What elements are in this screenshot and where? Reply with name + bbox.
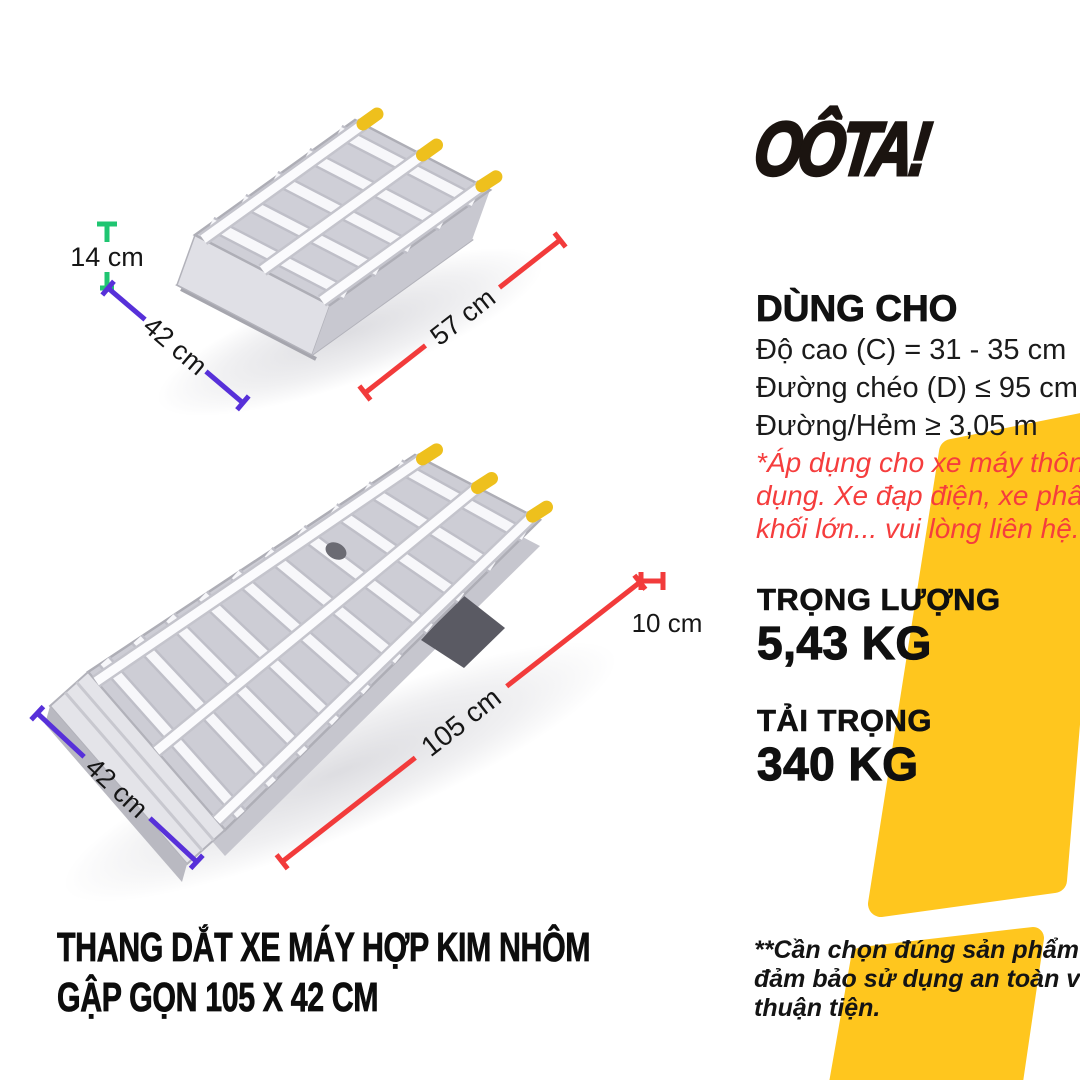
weight-value: 5,43 KG — [756, 616, 932, 669]
usage-heading: DÙNG CHO — [756, 288, 958, 330]
dim-height-folded: 14 cm — [70, 221, 144, 291]
footnote: **Cần chọn đúng sản phẩm để đảm bảo sử d… — [754, 936, 1080, 1023]
footnote-line: **Cần chọn đúng sản phẩm để — [754, 936, 1080, 964]
usage-note: *Áp dụng cho xe máy thông dụng. Xe đạp đ… — [756, 446, 1080, 545]
usage-spec-diagonal: Đường chéo (D) ≤ 95 cm — [756, 372, 1078, 404]
usage-spec-road: Đường/Hẻm ≥ 3,05 m — [756, 410, 1038, 442]
yellow-accent-shapes — [829, 413, 1080, 1080]
brand-logo: OÔTA! — [748, 106, 933, 194]
load-capacity-value: 340 KG — [756, 737, 919, 790]
extended-ramp-illustration — [45, 443, 618, 903]
usage-note-line: khối lớn... vui lòng liên hệ. — [756, 513, 1080, 544]
hinge-plate — [421, 595, 505, 668]
dim-height-folded-label: 14 cm — [70, 242, 144, 272]
product-title: THANG DẮT XE MÁY HỢP KIM NHÔM GẬP GỌN 10… — [57, 922, 591, 1022]
footnote-line: đảm bảo sử dụng an toàn và — [754, 965, 1080, 993]
load-capacity-label: TẢI TRỌNG — [757, 703, 932, 739]
yellow-accent-shape-top — [868, 413, 1080, 917]
dim-edge-extended-label: 10 cm — [632, 608, 703, 638]
usage-specs: Độ cao (C) = 31 - 35 cm Đường chéo (D) ≤… — [756, 331, 1078, 445]
product-title-line: THANG DẮT XE MÁY HỢP KIM NHÔM — [57, 924, 591, 971]
weight-label: TRỌNG LƯỢNG — [757, 582, 1001, 618]
folded-ramp-yellow-tips — [356, 107, 503, 193]
usage-spec-height: Độ cao (C) = 31 - 35 cm — [756, 334, 1067, 366]
folded-ramp-shadow — [156, 247, 544, 417]
yellow-accent-shape-bottom — [829, 927, 1044, 1080]
dim-edge-extended: 10 cm — [632, 572, 703, 638]
usage-note-line: *Áp dụng cho xe máy thông — [756, 447, 1080, 478]
folded-ramp-illustration — [156, 107, 544, 417]
extended-ramp-yellow-tips — [416, 443, 553, 523]
product-title-line: GẬP GỌN 105 X 42 CM — [57, 974, 379, 1021]
footnote-line: thuận tiện. — [754, 994, 881, 1022]
usage-note-line: dụng. Xe đạp điện, xe phân — [756, 480, 1080, 511]
